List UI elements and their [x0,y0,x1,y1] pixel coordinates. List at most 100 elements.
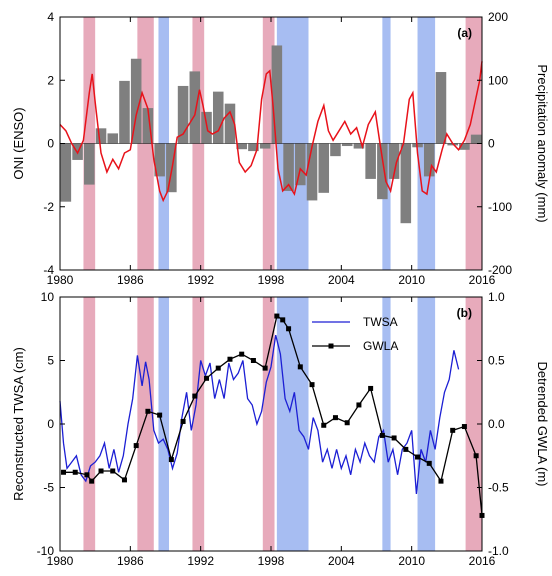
precip-bar [107,133,119,144]
y-right-tick-label: -1.0 [488,544,509,558]
el-nino-band [137,297,154,551]
y-right-tick-label: 0 [488,137,495,151]
gwla-marker [239,351,245,357]
precip-bar [365,143,376,179]
gwla-marker [89,478,95,484]
precip-bar [295,143,306,186]
gwla-marker [332,415,338,421]
gwla-marker [157,412,163,418]
y-left-tick-label: -5 [43,481,54,495]
panel-a-ylabel-left: ONI (ENSO) [11,107,26,179]
y-left-tick-label: 10 [41,290,55,304]
la-nina-band [417,297,436,551]
gwla-marker [438,478,444,484]
panel-b-gwla-markers [61,313,485,518]
gwla-marker [145,408,151,414]
precip-bar [470,134,482,144]
panel-a-ticks: 1980 1986 1992 1998 2004 2010 2016 -4 -2 0 2 4 -200 -… [43,10,512,287]
precip-bar [259,143,271,149]
gwla-marker [98,468,104,474]
gwla-marker [280,317,286,323]
gwla-marker [368,385,374,391]
gwla-marker [286,326,292,332]
gwla-marker [262,365,268,371]
gwla-marker [344,420,350,426]
el-nino-band [262,297,275,551]
y-right-tick-label: 0.0 [488,417,505,431]
la-nina-band [158,297,170,551]
la-nina-band [276,297,309,551]
x-tick-label: 2004 [328,554,355,568]
gwla-marker [215,365,221,371]
precip-bar [435,72,447,144]
y-right-tick-label: 200 [488,10,508,24]
gwla-marker [379,432,385,438]
precip-bar [95,128,107,144]
x-tick-label: 2016 [469,273,496,287]
x-tick-label: 1998 [258,554,285,568]
panel-b-enso-bands [83,297,482,551]
x-tick-label: 1980 [47,554,74,568]
x-tick-label: 2004 [328,273,355,287]
x-tick-label: 1986 [117,554,144,568]
y-left-tick-label: 2 [47,73,54,87]
legend-twsa-label: TWSA [363,315,398,329]
precip-bar [84,143,95,185]
gwla-marker [84,472,90,478]
precip-bar [423,143,435,177]
gwla-marker [72,469,78,475]
x-tick-label: 2016 [469,554,496,568]
gwla-marker [274,313,280,319]
el-nino-band [83,297,96,551]
precip-bar [271,45,283,144]
y-left-tick-label: 0 [47,137,54,151]
la-nina-band [382,297,391,551]
x-tick-label: 1980 [47,273,74,287]
gwla-marker [204,375,210,381]
y-left-tick-label: 4 [47,10,54,24]
precip-bar [306,143,318,201]
gwla-marker [61,469,67,475]
precip-bar [142,108,154,144]
x-tick-label: 1986 [117,273,144,287]
x-tick-label: 1992 [187,273,214,287]
legend-gwla-marker [328,343,334,349]
x-tick-label: 1998 [258,273,285,287]
gwla-marker [180,418,186,424]
panel-b-twsa-line [59,334,460,494]
precip-bar [353,143,365,149]
precip-bar [377,143,388,200]
el-nino-band [192,297,205,551]
precip-bar [341,143,353,147]
precip-bar [388,143,400,179]
gwla-marker [473,453,479,459]
panel-b-ticks: 1980 1986 1992 1998 2004 2010 2016 -10 -5 0 5 10 -1.… [37,290,509,568]
precip-bar [154,143,165,177]
precip-bar [330,143,341,157]
gwla-marker [110,468,116,474]
y-right-tick-label: -0.5 [488,481,509,495]
precip-bar [400,143,412,224]
precip-bar [283,143,294,191]
panel-b-legend: TWSA GWLA [312,315,398,353]
panel-b-ylabel-right: Detrended GWLA (m) [535,362,550,487]
y-right-tick-label: -200 [488,263,512,277]
panel-a-label: (a) [457,26,472,40]
gwla-marker [450,427,456,433]
y-left-tick-label: 0 [47,417,54,431]
panel-a-oni-line [59,61,483,203]
precip-bar [224,103,236,144]
x-tick-label: 1992 [187,554,214,568]
precip-bar [130,58,142,144]
gwla-marker [461,424,467,430]
y-left-tick-label: -4 [43,263,54,277]
y-right-tick-label: -100 [488,200,512,214]
gwla-marker [192,393,198,399]
y-right-tick-label: 1.0 [488,290,505,304]
panel-b: 1980 1986 1992 1998 2004 2010 2016 -10 -5 0 5 10 -1.… [11,290,550,568]
y-right-tick-label: 0.5 [488,354,505,368]
x-tick-label: 2010 [398,554,425,568]
gwla-marker [426,460,432,466]
precip-bar [318,143,330,193]
